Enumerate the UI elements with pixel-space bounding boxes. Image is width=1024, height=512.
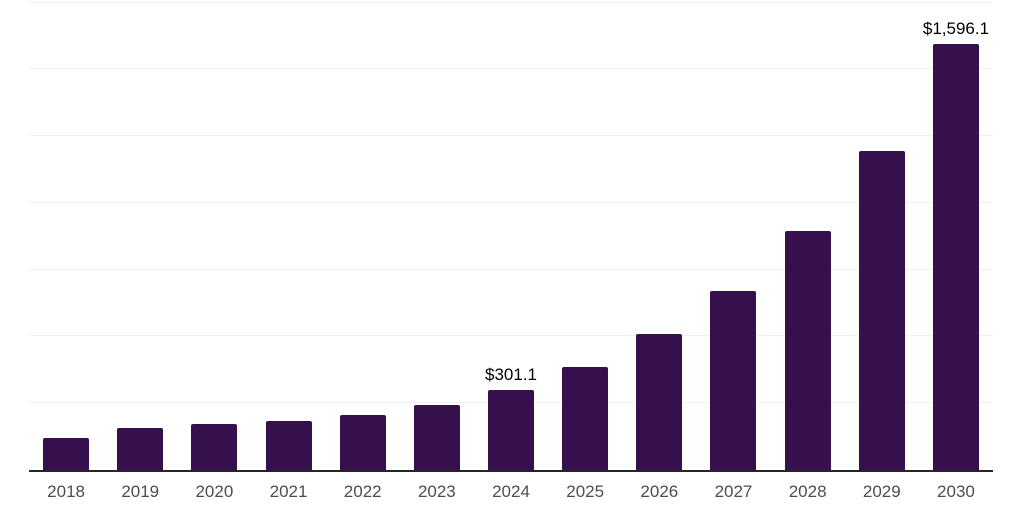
bar-2020 <box>191 424 238 470</box>
x-tick-label-2028: 2028 <box>788 482 827 501</box>
bar-2021 <box>265 420 312 470</box>
bar-slot-2019 <box>103 3 177 470</box>
bar-value-label-2024: $301.1 <box>485 365 538 385</box>
gridline-750 <box>29 268 993 270</box>
gridline-1250 <box>29 135 993 137</box>
bar-slot-2024: $301.1 <box>474 3 548 470</box>
x-tick-label-2025: 2025 <box>566 482 605 501</box>
gridline-1500 <box>29 68 993 70</box>
x-tick-label-2023: 2023 <box>417 482 456 501</box>
bar-2018 <box>43 437 90 470</box>
bar-2028 <box>784 230 831 470</box>
bar-slot-2029 <box>845 3 919 470</box>
x-tick-label-2024: 2024 <box>492 482 530 501</box>
x-tick-label-2029: 2029 <box>862 482 901 501</box>
bar-2029 <box>858 150 905 470</box>
bar-slot-2020 <box>177 3 251 470</box>
x-tick-label-2026: 2026 <box>640 482 679 501</box>
gridline-500 <box>29 335 993 337</box>
x-tick-label-2030: 2030 <box>937 482 975 501</box>
x-tick-label-2019: 2019 <box>121 482 160 501</box>
bar-2024: $301.1 <box>485 365 537 470</box>
x-axis-labels: 2018 2019 2020 2021 2022 2023 2024 2025 2026 2027… <box>29 482 993 502</box>
bar-slot-2023 <box>400 3 474 470</box>
bar-slot-2026 <box>622 3 696 470</box>
bar-2025 <box>562 366 609 470</box>
bar-2026 <box>636 334 683 470</box>
x-tick-label-2027: 2027 <box>714 482 753 501</box>
x-tick-label-2021: 2021 <box>269 482 308 501</box>
bar-slot-2028 <box>771 3 845 470</box>
bar-2019 <box>117 427 164 470</box>
x-tick-label-2020: 2020 <box>195 482 234 501</box>
bar-slot-2021 <box>251 3 325 470</box>
bar-slot-2025 <box>548 3 622 470</box>
bar-slot-2018 <box>29 3 103 470</box>
x-tick-label-2022: 2022 <box>343 482 382 501</box>
bar-2030: $1,596.1 <box>923 19 989 470</box>
bar-value-label-2030: $1,596.1 <box>922 19 990 39</box>
gridline-1000 <box>29 201 993 203</box>
x-tick-label-2018: 2018 <box>47 482 85 501</box>
bar-slot-2027 <box>696 3 770 470</box>
x-axis-line <box>29 470 993 472</box>
bar-2027 <box>710 290 757 470</box>
bar-slot-2030: $1,596.1 <box>919 3 993 470</box>
gridline-1750 <box>29 1 993 3</box>
bar-slot-2022 <box>326 3 400 470</box>
plot-area: $301.1 $1,596.1 <box>29 3 993 470</box>
bar-2023 <box>413 405 460 470</box>
bar-2022 <box>339 414 386 470</box>
